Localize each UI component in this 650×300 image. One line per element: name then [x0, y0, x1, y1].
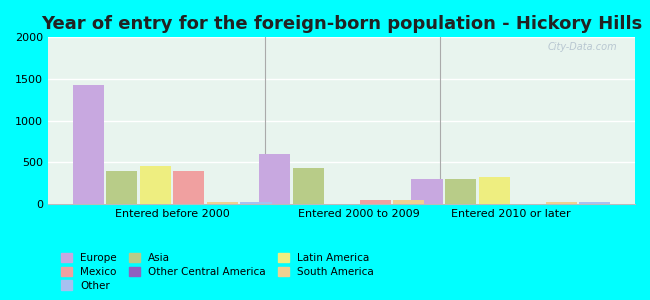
Bar	[545, 202, 577, 204]
Bar	[359, 200, 391, 204]
Bar	[107, 171, 137, 204]
Bar	[478, 177, 510, 204]
Bar	[240, 202, 272, 204]
Bar	[579, 202, 610, 204]
Bar	[207, 202, 238, 204]
Bar	[174, 171, 205, 204]
Bar	[445, 179, 476, 204]
Bar	[73, 85, 104, 204]
Bar	[411, 179, 443, 204]
Bar	[259, 154, 290, 204]
Legend: Europe, Mexico, Other, Asia, Other Central America, Latin America, South America: Europe, Mexico, Other, Asia, Other Centr…	[57, 248, 378, 295]
Bar	[292, 168, 324, 204]
Text: City-Data.com: City-Data.com	[548, 42, 617, 52]
Bar	[393, 200, 424, 204]
Bar	[140, 166, 171, 204]
Title: Year of entry for the foreign-born population - Hickory Hills: Year of entry for the foreign-born popul…	[41, 15, 642, 33]
